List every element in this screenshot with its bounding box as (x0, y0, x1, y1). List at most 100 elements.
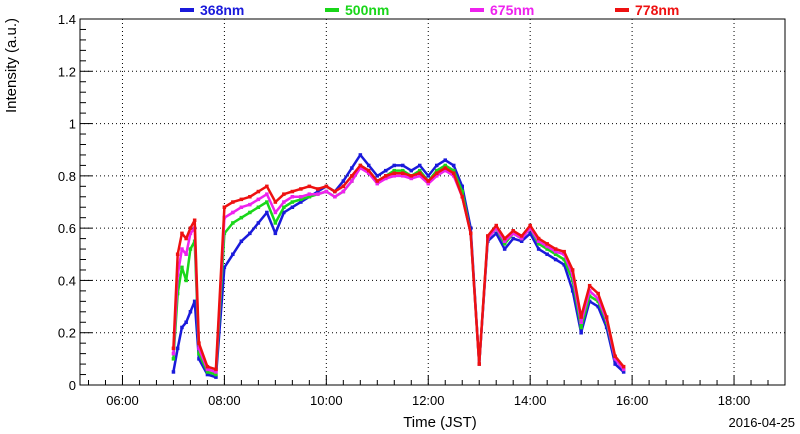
series-778nm (171, 163, 626, 372)
data-point (553, 252, 558, 256)
data-point (214, 370, 218, 374)
data-point (426, 174, 430, 178)
data-point (435, 163, 439, 168)
data-point (180, 231, 184, 236)
data-point (486, 234, 490, 238)
data-point (265, 200, 269, 204)
data-point (621, 364, 626, 369)
y-tick-label: 1.2 (58, 64, 76, 79)
data-point (426, 181, 430, 186)
data-point (553, 247, 558, 251)
data-point (443, 163, 447, 168)
data-point (536, 247, 541, 251)
data-point (443, 166, 447, 170)
data-point (426, 179, 430, 183)
data-point (341, 179, 346, 183)
data-point (528, 223, 532, 228)
data-point (171, 357, 176, 361)
data-point (443, 168, 447, 173)
data-point (214, 372, 218, 377)
data-point (613, 354, 617, 358)
data-point (307, 192, 312, 196)
data-point (579, 315, 583, 319)
data-point (282, 192, 286, 196)
data-point (171, 346, 176, 351)
data-point (358, 153, 363, 157)
data-point (502, 239, 507, 243)
data-point (604, 315, 609, 319)
data-point (536, 236, 541, 241)
y-tick-label: 0.6 (58, 221, 76, 236)
data-point (188, 247, 193, 251)
legend-item: 368nm (180, 2, 244, 18)
data-point (570, 289, 575, 293)
data-point (231, 221, 235, 225)
data-point (358, 166, 363, 170)
data-point (562, 257, 566, 262)
data-point (511, 236, 515, 241)
data-point (248, 202, 252, 207)
data-point (401, 174, 405, 178)
data-point (418, 168, 422, 173)
data-point (316, 192, 320, 196)
data-point (401, 171, 405, 175)
data-point (175, 346, 180, 351)
data-point (375, 179, 379, 183)
data-point (469, 231, 473, 236)
data-point (358, 163, 363, 168)
data-point (299, 195, 303, 199)
data-point (188, 310, 193, 314)
data-point (299, 200, 303, 204)
data-point (392, 171, 396, 175)
data-point (621, 370, 626, 374)
data-point (452, 168, 456, 173)
data-point (299, 187, 303, 191)
data-point (613, 362, 617, 366)
data-point (324, 184, 329, 189)
data-point (171, 370, 176, 374)
x-tick-label: 18:00 (718, 393, 751, 408)
data-point (502, 247, 507, 251)
data-point (299, 197, 303, 202)
data-point (214, 367, 218, 372)
data-point (341, 184, 346, 189)
data-point (511, 229, 515, 233)
data-point (579, 325, 583, 330)
data-point (316, 187, 320, 191)
data-point (613, 357, 617, 361)
data-point (184, 278, 188, 283)
data-point (477, 362, 481, 366)
legend-item: 500nm (325, 2, 389, 18)
data-point (579, 331, 583, 335)
data-point (409, 168, 413, 173)
data-point (460, 195, 464, 199)
data-point (290, 200, 295, 204)
data-point (341, 189, 346, 194)
legend-label: 675nm (490, 2, 534, 18)
legend-swatch (325, 8, 339, 12)
data-point (248, 210, 252, 215)
data-point (375, 174, 379, 178)
data-point (290, 189, 295, 194)
data-point (273, 231, 278, 236)
legend-swatch (180, 8, 194, 12)
data-point (452, 171, 456, 175)
data-point (205, 370, 210, 374)
data-point (324, 189, 329, 194)
legend: 368nm 500nm 675nm 778nm (180, 2, 679, 18)
data-point (333, 189, 337, 194)
data-point (192, 299, 197, 304)
data-point (197, 346, 201, 351)
data-point (239, 197, 244, 202)
data-point (596, 291, 600, 296)
data-point (290, 195, 295, 199)
data-point (435, 171, 439, 175)
data-point (350, 174, 354, 178)
x-tick-label: 12:00 (412, 393, 445, 408)
data-point (562, 249, 566, 254)
data-point (248, 231, 252, 236)
data-point (222, 205, 227, 209)
data-point (579, 320, 583, 324)
series-368nm (171, 153, 626, 379)
data-point (375, 181, 379, 186)
